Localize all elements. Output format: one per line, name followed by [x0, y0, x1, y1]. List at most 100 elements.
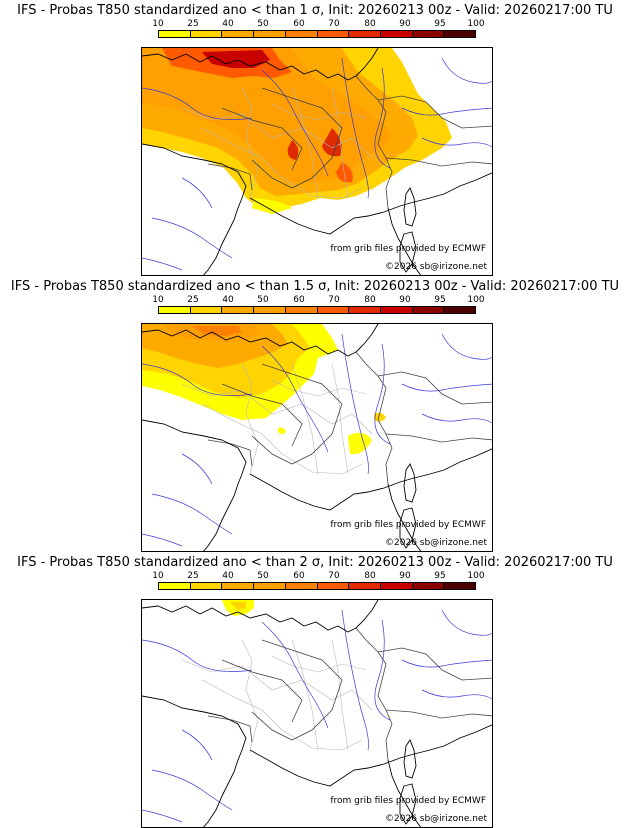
legend-tick-label: 25 — [187, 19, 199, 29]
legend-tick-label: 40 — [222, 295, 234, 305]
legend-tick-label: 95 — [434, 571, 446, 581]
legend-swatch — [159, 31, 191, 37]
legend-tick-label: 60 — [293, 19, 305, 29]
legend-tick-label: 40 — [222, 571, 234, 581]
legend-swatch — [222, 583, 255, 589]
legend-tick-label: 40 — [222, 19, 234, 29]
copyright-credit: ©2026 sb@irizone.net — [385, 538, 487, 548]
legend-tick-label: 90 — [399, 19, 411, 29]
map-panel-sigma-1: IFS - Probas T850 standardized ano < tha… — [0, 0, 630, 276]
legend-swatch — [444, 583, 476, 589]
legend-tick-label: 70 — [328, 295, 340, 305]
sardinia-outline — [399, 231, 417, 273]
legend-tick-label: 10 — [152, 295, 164, 305]
rivers — [142, 57, 492, 271]
legend-swatch — [380, 583, 413, 589]
coastline — [142, 600, 492, 827]
coastline — [142, 48, 492, 275]
legend-tick-label: 80 — [364, 571, 376, 581]
rivers — [142, 609, 492, 823]
map-canvas — [142, 48, 492, 275]
copyright-credit: ©2026 sb@irizone.net — [385, 262, 487, 272]
legend-swatch — [285, 583, 318, 589]
probability-area — [336, 162, 353, 183]
legend-swatch — [349, 583, 381, 589]
legend-tick-label: 100 — [467, 19, 485, 29]
corsica-outline — [403, 739, 417, 779]
legend-swatch — [254, 583, 286, 589]
legend-tick-label: 25 — [187, 295, 199, 305]
legend-swatch — [349, 307, 381, 313]
probability-area — [252, 198, 292, 214]
legend-swatch — [317, 583, 350, 589]
legend-swatch — [349, 31, 381, 37]
legend-swatch — [190, 307, 223, 313]
legend-swatch — [380, 31, 413, 37]
probability-area — [192, 326, 242, 336]
legend-tick-label: 60 — [293, 295, 305, 305]
country-borders — [207, 75, 492, 209]
panel-title: IFS - Probas T850 standardized ano < tha… — [10, 279, 620, 294]
legend-swatch — [159, 583, 191, 589]
legend-swatch — [444, 307, 476, 313]
legend-swatch — [285, 307, 318, 313]
legend-tick-label: 95 — [434, 19, 446, 29]
map-panel-sigma-1-5: IFS - Probas T850 standardized ano < tha… — [0, 276, 630, 552]
legend-swatch — [317, 31, 350, 37]
country-borders — [207, 627, 492, 761]
probability-area — [348, 432, 372, 455]
probability-map: from grib files provided by ECMWF ©2026 s… — [141, 599, 493, 828]
sardinia-outline — [399, 783, 417, 825]
legend-tick-label: 60 — [293, 571, 305, 581]
region-boundaries — [181, 639, 373, 751]
legend-tick-label: 70 — [328, 571, 340, 581]
legend-tick-label: 50 — [257, 295, 269, 305]
sardinia-outline — [399, 507, 417, 549]
data-provider-credit: from grib files provided by ECMWF — [330, 520, 486, 530]
probability-legend: 10 25 40 50 60 70 80 90 95 100 — [152, 19, 485, 42]
probability-area — [230, 602, 246, 610]
legend-swatch — [254, 31, 286, 37]
legend-swatch — [412, 583, 445, 589]
probability-map: from grib files provided by ECMWF ©2026 s… — [141, 323, 493, 552]
legend-tick-label: 100 — [467, 571, 485, 581]
legend-swatch — [444, 31, 476, 37]
legend-swatch — [412, 31, 445, 37]
legend-tick-label: 50 — [257, 571, 269, 581]
legend-tick-label: 90 — [399, 571, 411, 581]
map-canvas — [142, 324, 492, 551]
probability-area — [287, 140, 299, 160]
probability-area — [374, 412, 386, 422]
panel-title: IFS - Probas T850 standardized ano < tha… — [17, 3, 613, 18]
map-panel-sigma-2: IFS - Probas T850 standardized ano < tha… — [0, 552, 630, 828]
legend-swatch — [285, 31, 318, 37]
legend-tick-label: 50 — [257, 19, 269, 29]
legend-tick-label: 100 — [467, 295, 485, 305]
corsica-outline — [403, 463, 417, 503]
map-canvas — [142, 600, 492, 827]
probability-area — [202, 50, 270, 68]
legend-tick-label: 25 — [187, 571, 199, 581]
probability-legend: 10 25 40 50 60 70 80 90 95 100 — [152, 571, 485, 594]
legend-tick-label: 70 — [328, 19, 340, 29]
legend-swatch — [190, 583, 223, 589]
legend-tick-label: 90 — [399, 295, 411, 305]
legend-tick-label: 80 — [364, 295, 376, 305]
rivers — [142, 333, 492, 547]
panel-title: IFS - Probas T850 standardized ano < tha… — [17, 555, 613, 570]
probability-legend: 10 25 40 50 60 70 80 90 95 100 — [152, 295, 485, 318]
legend-swatch — [190, 31, 223, 37]
legend-tick-label: 10 — [152, 571, 164, 581]
probability-map: from grib files provided by ECMWF ©2026 s… — [141, 47, 493, 276]
copyright-credit: ©2026 sb@irizone.net — [385, 814, 487, 824]
country-borders — [207, 351, 492, 485]
legend-tick-label: 95 — [434, 295, 446, 305]
legend-swatch — [412, 307, 445, 313]
legend-swatch — [254, 307, 286, 313]
legend-tick-label: 10 — [152, 19, 164, 29]
legend-swatch — [380, 307, 413, 313]
probability-area — [322, 128, 342, 157]
legend-swatch — [317, 307, 350, 313]
coastline — [142, 324, 492, 551]
data-provider-credit: from grib files provided by ECMWF — [330, 796, 486, 806]
